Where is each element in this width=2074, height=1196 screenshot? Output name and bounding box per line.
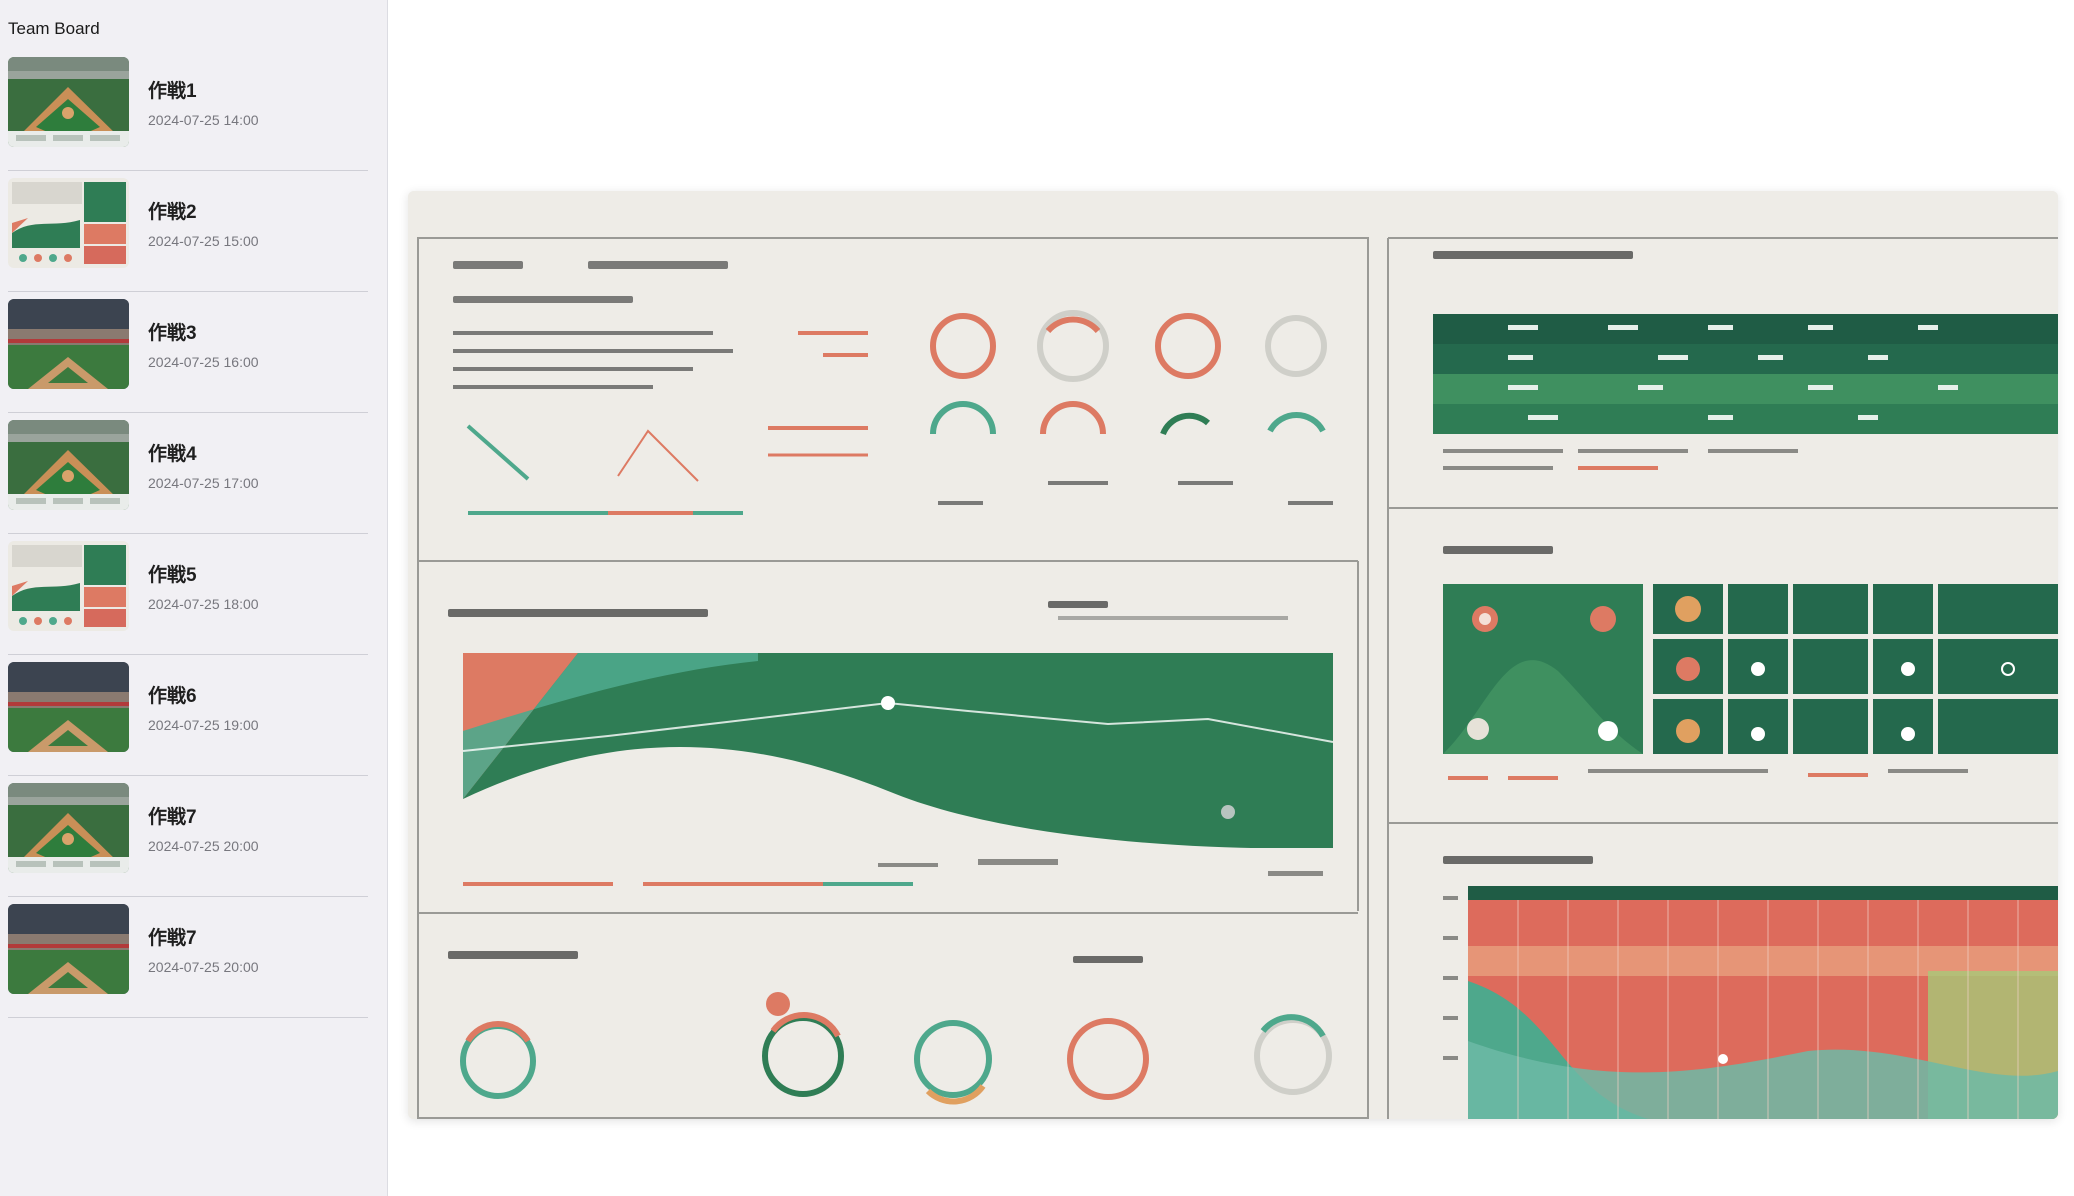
list-item-title: 作戦1 — [148, 81, 197, 102]
list-item-title: 作戦3 — [148, 323, 197, 344]
list-item-title: 作戦2 — [148, 202, 197, 223]
dashboard-preview-graphic — [408, 191, 2058, 1119]
thumbnail-dashboard-chart-icon — [8, 178, 129, 268]
list-item-meta: 作戦2 2024-07-25 15:00 — [148, 197, 259, 249]
list-item-title: 作戦5 — [148, 565, 197, 586]
list-item-date: 2024-07-25 19:00 — [148, 717, 259, 733]
list-item-title: 作戦6 — [148, 686, 197, 707]
thumbnail-baseball-field-icon — [8, 420, 129, 510]
list-item[interactable]: 作戦5 2024-07-25 18:00 — [8, 534, 368, 655]
list-item-meta: 作戦7 2024-07-25 20:00 — [148, 802, 259, 854]
list-item-meta: 作戦6 2024-07-25 19:00 — [148, 681, 259, 733]
thumbnail-dashboard-chart-icon — [8, 541, 129, 631]
list-item-date: 2024-07-25 20:00 — [148, 838, 259, 854]
list-item-date: 2024-07-25 18:00 — [148, 596, 259, 612]
list-item-meta: 作戦5 2024-07-25 18:00 — [148, 560, 259, 612]
list-item-meta: 作戦4 2024-07-25 17:00 — [148, 439, 259, 491]
list-item-meta: 作戦7 2024-07-25 20:00 — [148, 923, 259, 975]
list-item[interactable]: 作戦7 2024-07-25 20:00 — [8, 776, 368, 897]
thumbnail-baseball-field-icon — [8, 57, 129, 147]
list-item-date: 2024-07-25 20:00 — [148, 959, 259, 975]
list-item[interactable]: 作戦3 2024-07-25 16:00 — [8, 292, 368, 413]
thumbnail-stadium-photo-icon — [8, 904, 129, 994]
list-item-meta: 作戦3 2024-07-25 16:00 — [148, 318, 259, 370]
list-item-title: 作戦7 — [148, 807, 197, 828]
list-item-date: 2024-07-25 17:00 — [148, 475, 259, 491]
thumbnail-stadium-photo-icon — [8, 299, 129, 389]
strategy-list: 作戦1 2024-07-25 14:00 作戦2 2024-07-25 15:00 作戦… — [8, 50, 368, 1018]
list-item-title: 作戦4 — [148, 444, 197, 465]
list-item[interactable]: 作戦7 2024-07-25 20:00 — [8, 897, 368, 1018]
thumbnail-baseball-field-icon — [8, 783, 129, 873]
list-item-meta: 作戦1 2024-07-25 14:00 — [148, 76, 259, 128]
list-item-date: 2024-07-25 14:00 — [148, 112, 259, 128]
list-item[interactable]: 作戦6 2024-07-25 19:00 — [8, 655, 368, 776]
strategy-preview-image — [408, 191, 2058, 1119]
thumbnail-stadium-photo-icon — [8, 662, 129, 752]
list-item-title: 作戦7 — [148, 928, 197, 949]
list-item-date: 2024-07-25 15:00 — [148, 233, 259, 249]
sidebar-title: Team Board — [8, 19, 100, 38]
list-item[interactable]: 作戦4 2024-07-25 17:00 — [8, 413, 368, 534]
list-item[interactable]: 作戦2 2024-07-25 15:00 — [8, 171, 368, 292]
list-item-date: 2024-07-25 16:00 — [148, 354, 259, 370]
main-panel — [389, 0, 2074, 1196]
sidebar: Team Board 作戦1 2024-07-25 14:00 作戦2 2024-07… — [0, 0, 388, 1196]
list-item[interactable]: 作戦1 2024-07-25 14:00 — [8, 50, 368, 171]
